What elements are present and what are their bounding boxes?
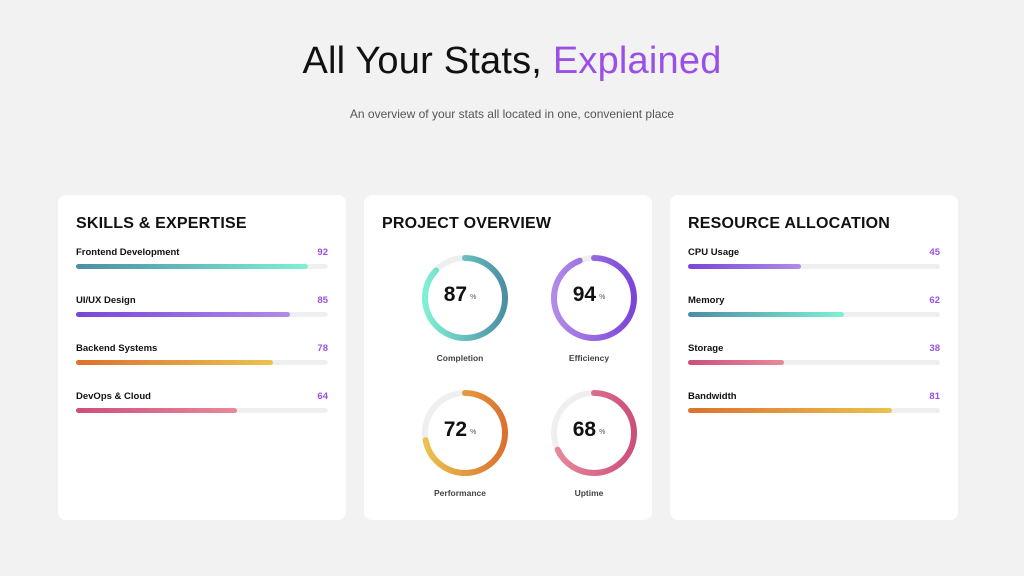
skill-row-uiux: UI/UX Design 85 [76,295,328,343]
skill-value: 92 [317,247,328,258]
resources-list: CPU Usage 45 Memory 62 Storage 38 Bandwi… [688,247,940,439]
resource-label: CPU Usage [688,247,740,258]
progress-fill [76,312,291,317]
ring-progress-arc [422,255,508,341]
skill-value: 78 [317,343,328,354]
progress-track [688,312,940,317]
skills-card-title: SKILLS & EXPERTISE [76,215,247,232]
progress-fill [76,264,308,269]
progress-track [76,264,328,269]
gauge-completion: 87% Completion [415,253,515,373]
progress-fill [688,408,893,413]
gauge-value: 87% [443,283,477,306]
progress-fill [688,312,845,317]
resource-row-storage: Storage 38 [688,343,940,391]
gauge-performance: 72% Performance [415,388,515,508]
progress-fill [688,264,802,269]
ring-progress-arc [551,390,637,476]
resource-value: 38 [929,343,940,354]
gauge-label: Efficiency [568,353,610,363]
ring-chart [422,390,508,476]
skill-value: 85 [317,295,328,306]
resource-row-cpu: CPU Usage 45 [688,247,940,295]
progress-track [688,264,940,269]
page-title: All Your Stats, Explained [0,40,1024,83]
gauge-value: 72% [443,418,477,441]
resources-card: RESOURCE ALLOCATION CPU Usage 45 Memory … [670,195,958,520]
progress-track [688,360,940,365]
gauge-label: Completion [436,353,484,363]
gauge-grid: 87% Completion 94% Efficiency 72% Perfor… [382,233,637,513]
resources-card-title: RESOURCE ALLOCATION [688,215,891,232]
resource-value: 62 [929,295,940,306]
ring-progress-arc [551,255,637,341]
page-title-accent: Explained [552,40,722,82]
progress-fill [76,408,238,413]
resource-row-memory: Memory 62 [688,295,940,343]
skills-list: Frontend Development 92 UI/UX Design 85 … [76,247,328,439]
skill-row-backend: Backend Systems 78 [76,343,328,391]
gauge-value: 94% [572,283,606,306]
progress-fill [76,360,273,365]
project-card-title: PROJECT OVERVIEW [382,215,552,232]
skill-row-devops: DevOps & Cloud 64 [76,391,328,439]
progress-track [76,312,328,317]
gauge-value: 68% [572,418,606,441]
progress-track [76,360,328,365]
resource-row-bandwidth: Bandwidth 81 [688,391,940,439]
skill-label: Backend Systems [76,343,158,354]
skill-value: 64 [317,391,328,402]
ring-chart [551,255,637,341]
progress-track [76,408,328,413]
project-card: PROJECT OVERVIEW 87% Completion 94% Effi… [364,195,652,520]
gauge-uptime: 68% Uptime [544,388,644,508]
resource-value: 81 [929,391,940,402]
gauge-efficiency: 94% Efficiency [544,253,644,373]
skill-label: UI/UX Design [76,295,136,306]
ring-chart [551,390,637,476]
progress-fill [688,360,784,365]
resource-label: Storage [688,343,724,354]
skill-row-frontend: Frontend Development 92 [76,247,328,295]
resource-value: 45 [929,247,940,258]
page-subtitle: An overview of your stats all located in… [349,107,675,121]
skill-label: Frontend Development [76,247,180,258]
ring-chart [422,255,508,341]
gauge-label: Uptime [574,488,604,498]
resource-label: Memory [688,295,725,306]
page-title-main: All Your Stats, [302,40,543,82]
resource-label: Bandwidth [688,391,737,402]
ring-progress-arc [422,390,508,476]
gauge-label: Performance [434,488,486,498]
skill-label: DevOps & Cloud [76,391,151,402]
skills-card: SKILLS & EXPERTISE Frontend Development … [58,195,346,520]
progress-track [688,408,940,413]
